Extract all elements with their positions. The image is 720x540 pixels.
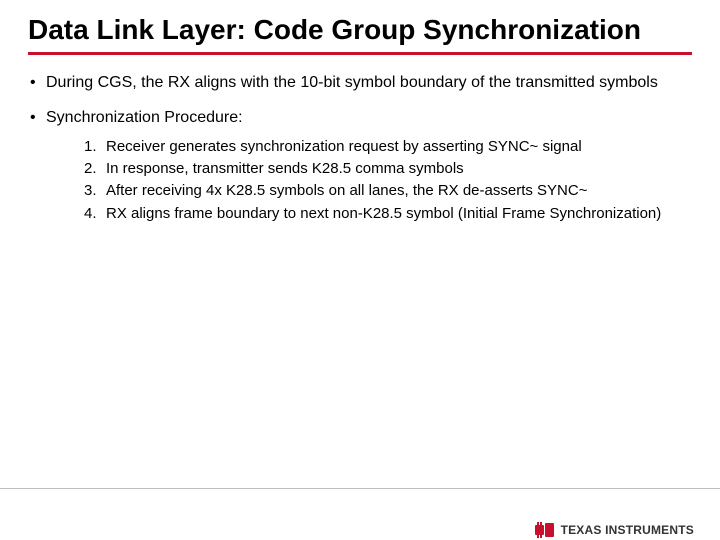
procedure-step: In response, transmitter sends K28.5 com… <box>84 159 692 179</box>
ti-chip-icon <box>535 522 555 538</box>
footer-rule <box>0 488 720 518</box>
bullet-text: Synchronization Procedure: <box>46 109 243 126</box>
bullet-item: During CGS, the RX aligns with the 10-bi… <box>28 73 692 94</box>
bullet-list: During CGS, the RX aligns with the 10-bi… <box>28 73 692 224</box>
footer-logo: TEXAS INSTRUMENTS <box>535 522 694 538</box>
procedure-step: Receiver generates synchronization reque… <box>84 137 692 157</box>
procedure-list: Receiver generates synchronization reque… <box>46 137 692 224</box>
logo-text: TEXAS INSTRUMENTS <box>561 523 694 537</box>
procedure-step: After receiving 4x K28.5 symbols on all … <box>84 181 692 201</box>
slide-title: Data Link Layer: Code Group Synchronizat… <box>28 14 692 55</box>
slide: Data Link Layer: Code Group Synchronizat… <box>0 0 720 540</box>
bullet-item: Synchronization Procedure: Receiver gene… <box>28 108 692 224</box>
procedure-step: RX aligns frame boundary to next non-K28… <box>84 204 692 224</box>
